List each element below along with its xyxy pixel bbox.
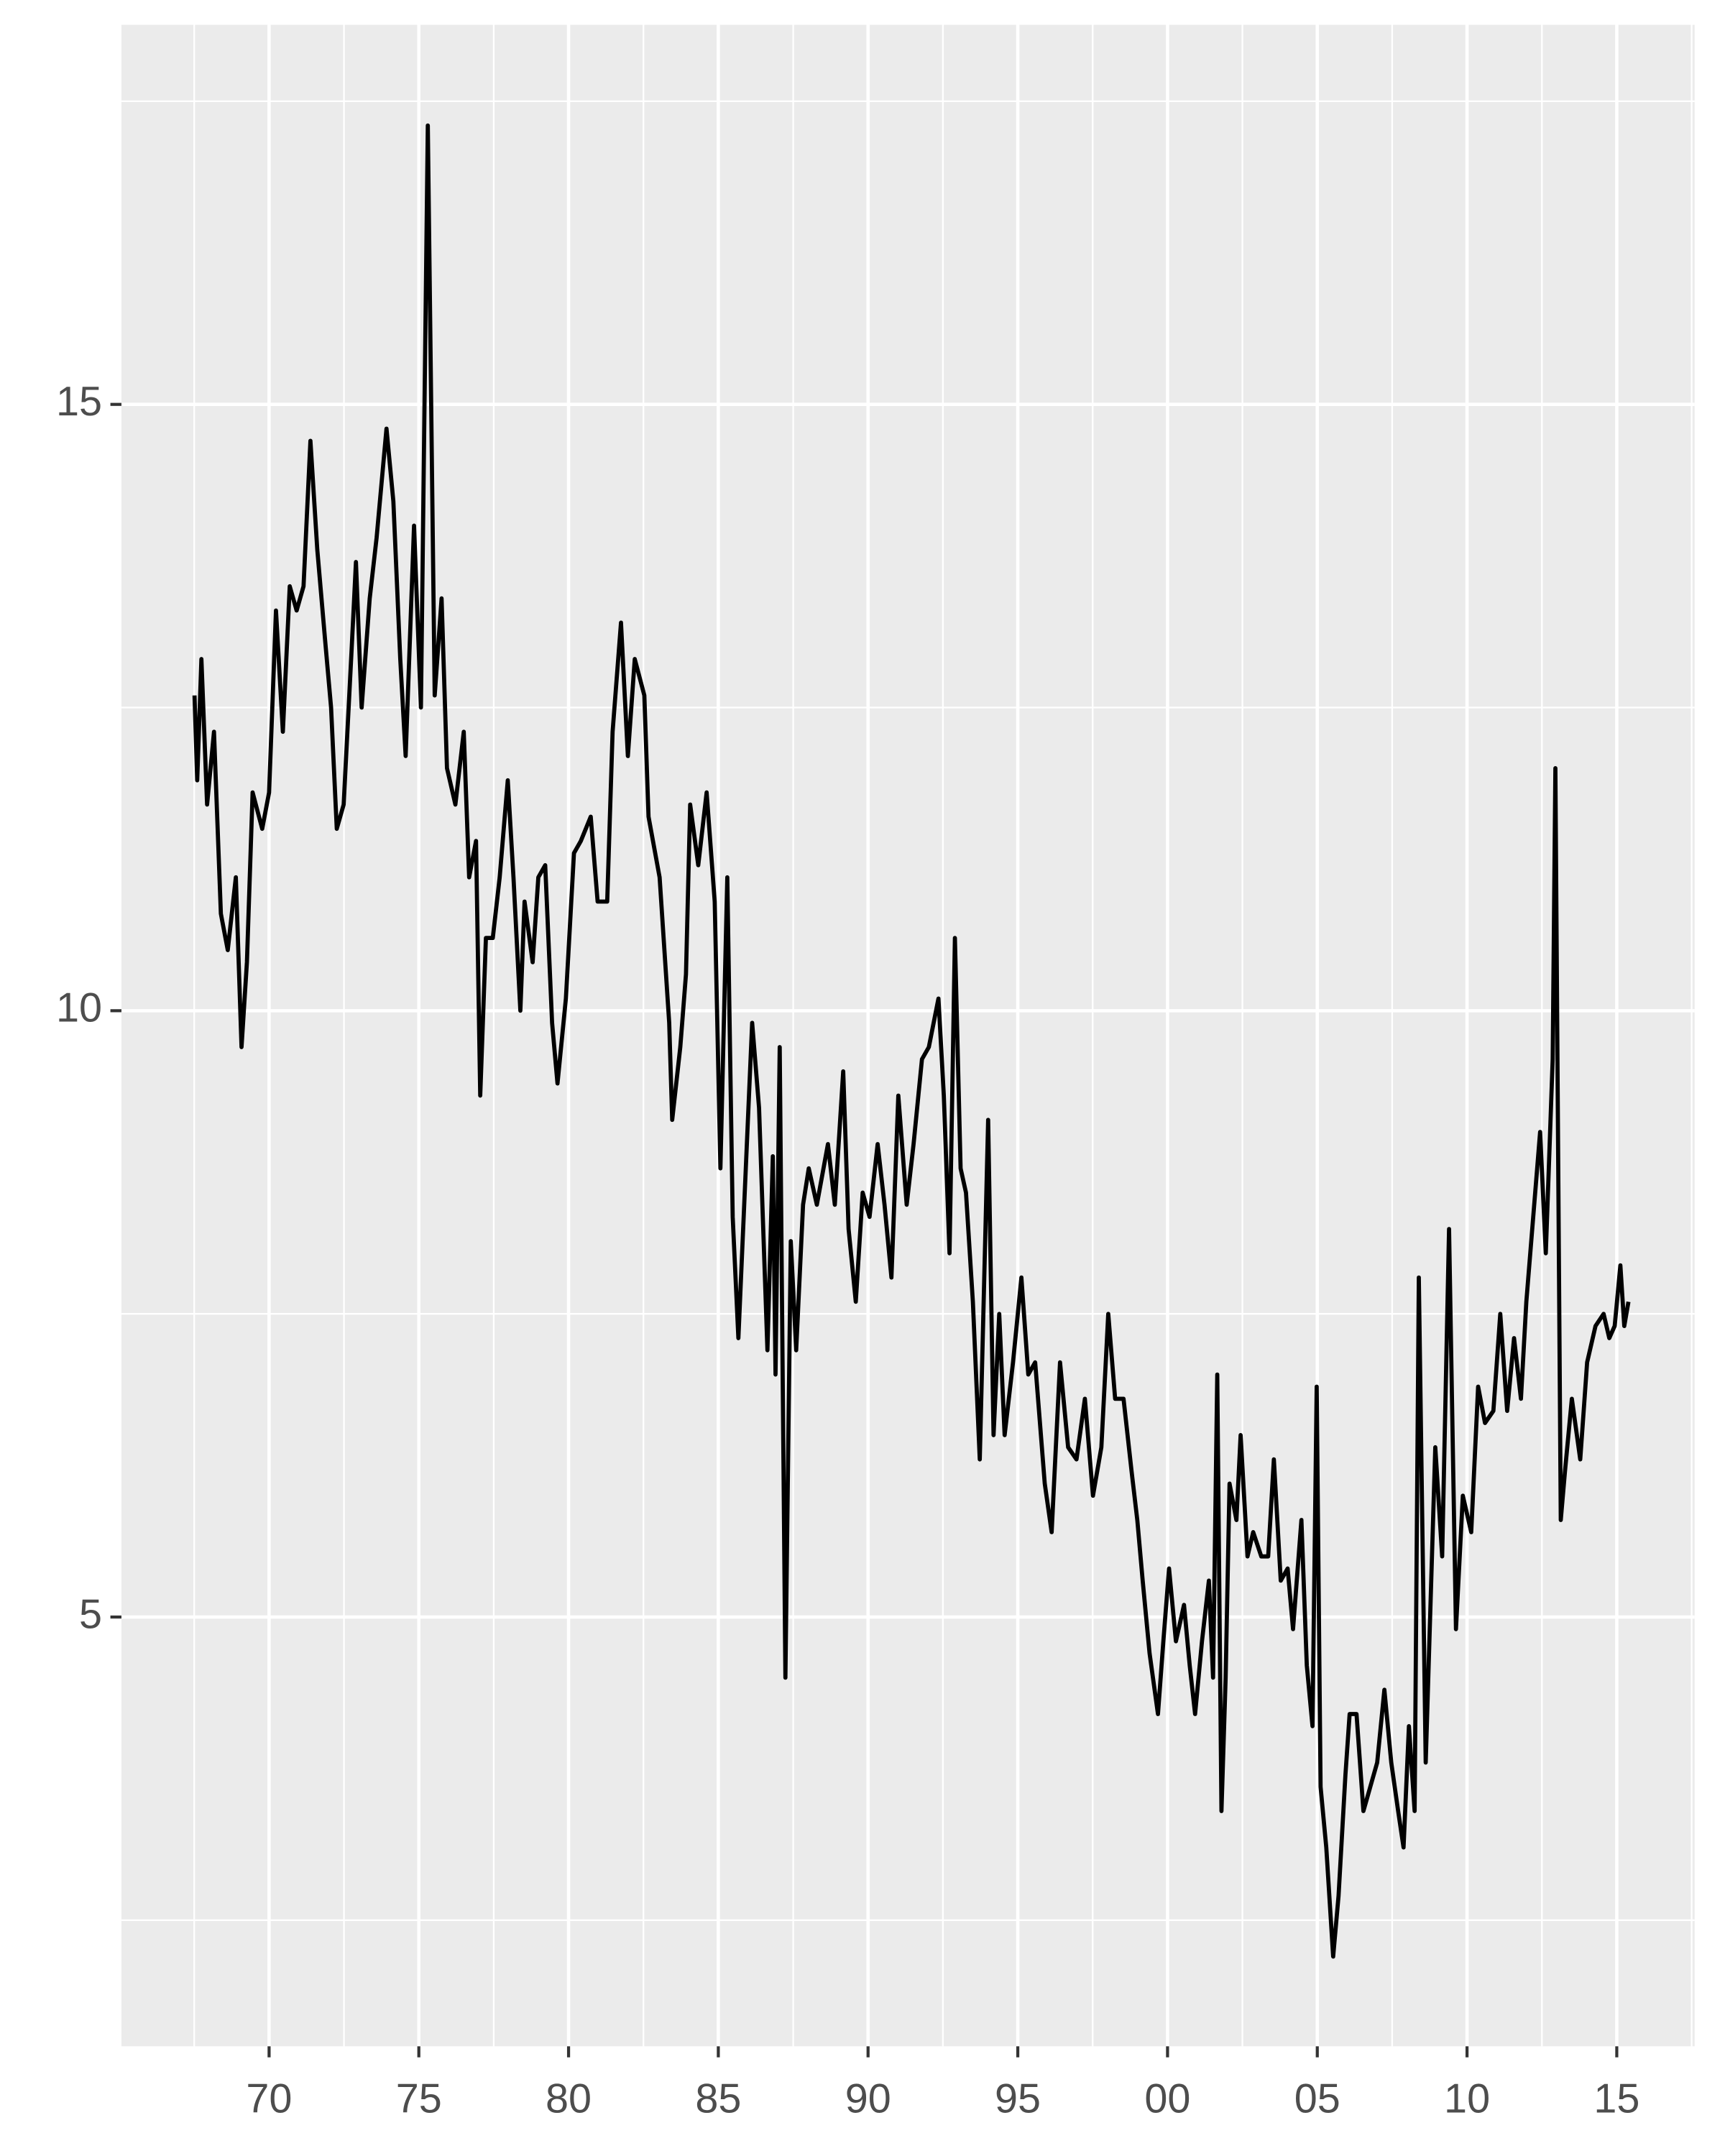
y-tick-label: 5 [79,1591,102,1637]
x-tick-label: 70 [246,2076,292,2122]
x-tick-label: 00 [1144,2076,1190,2122]
x-tick-label: 95 [995,2076,1041,2122]
x-tick-label: 90 [845,2076,891,2122]
x-tick-label: 80 [546,2076,592,2122]
x-tick-label: 85 [695,2076,741,2122]
plot-panel [121,24,1695,2047]
x-tick-label: 75 [396,2076,442,2122]
x-tick-label: 15 [1593,2076,1639,2122]
x-tick-label: 10 [1444,2076,1490,2122]
y-tick-label: 15 [56,379,102,425]
y-tick-label: 10 [56,985,102,1031]
data-line [192,123,1631,1959]
x-tick-label: 05 [1294,2076,1340,2122]
